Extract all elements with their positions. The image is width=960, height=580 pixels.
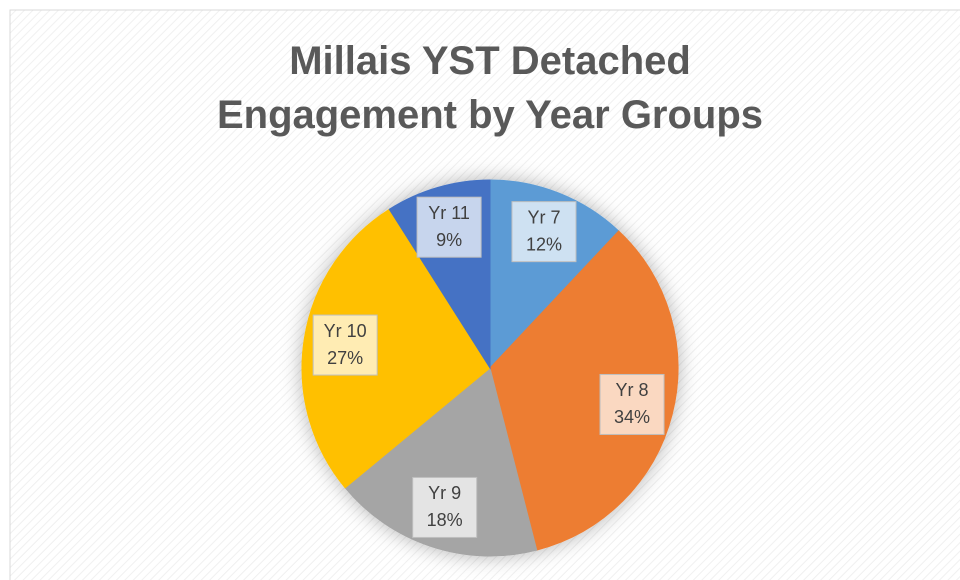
data-label-box	[416, 196, 482, 258]
pie-slice	[301, 208, 491, 489]
data-label-category: Yr 11	[428, 203, 470, 223]
data-label-value: 18%	[427, 510, 463, 530]
data-label-value: 34%	[614, 407, 650, 427]
data-label-value: 9%	[436, 230, 462, 250]
data-label-box	[412, 476, 478, 538]
data-label-value: 12%	[526, 234, 562, 254]
pie-slice	[344, 367, 538, 557]
chart-title: Millais YST Detached Engagement by Year …	[216, 39, 764, 137]
data-labels: Yr 7 12% Yr 8 34% Yr 9 18% Yr 10 27% Yr 11 9%	[312, 196, 665, 538]
data-label-category: Yr 9	[428, 483, 461, 503]
data-label-category: Yr 8	[616, 380, 649, 400]
data-label-category: Yr 10	[324, 321, 367, 341]
data-label-category: Yr 7	[527, 207, 560, 227]
data-label-box	[312, 314, 378, 376]
data-label-box	[511, 201, 577, 263]
data-label-box	[599, 373, 665, 435]
data-label-value: 27%	[327, 348, 363, 368]
pie-slice	[489, 230, 679, 551]
